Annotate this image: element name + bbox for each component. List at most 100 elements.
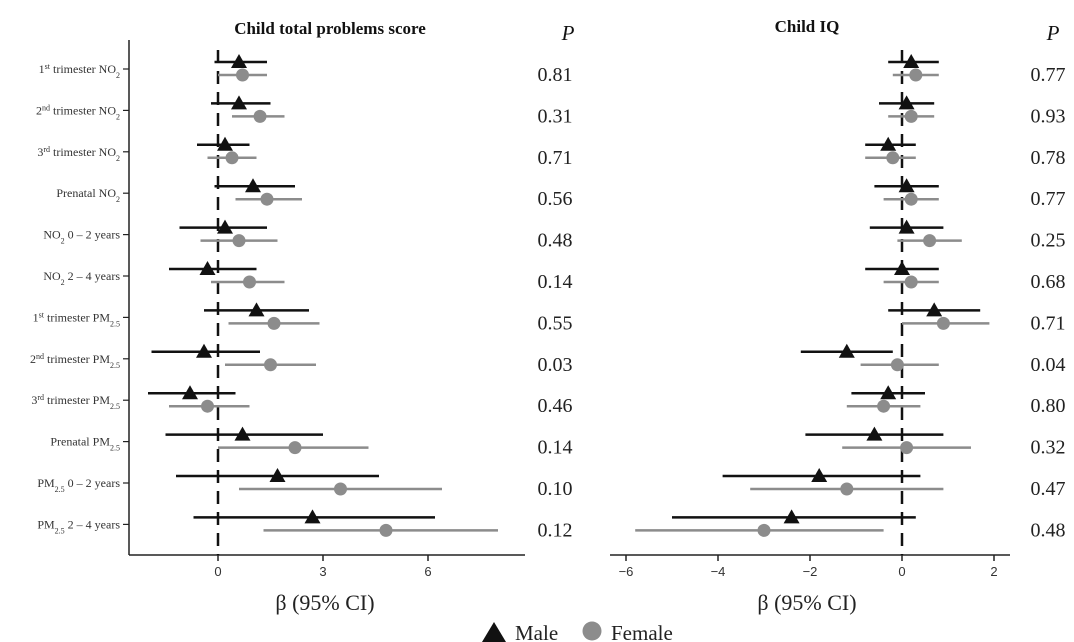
p-value: 0.12 [538,519,573,541]
p-value: 0.48 [1031,519,1066,541]
male-point [898,219,915,234]
p-value: 0.31 [538,105,573,127]
category-label: 3rd trimester PM2.5 [31,393,120,411]
p-value: 0.32 [1031,437,1066,459]
male-point [880,385,897,400]
p-value: 0.48 [538,230,573,252]
male-point [245,178,261,193]
female-point [877,399,891,413]
category-label: 3rd trimester NO2 [37,144,120,162]
female-point [840,482,854,496]
female-point [201,399,214,413]
male-point [269,468,286,482]
p-value: 0.47 [1031,478,1066,500]
p-value: 0.77 [1031,188,1066,210]
male-point [231,95,247,110]
male-point [898,178,915,193]
male-point [898,95,915,110]
x-tick-label: 0 [898,564,905,579]
female-point [890,358,904,372]
category-label: Prenatal NO2 [56,186,120,204]
p-value: 0.77 [1031,64,1066,86]
category-label: PM2.5 2 – 4 years [37,517,120,535]
male-point [199,261,216,275]
left-forest-panel: 0 3 6 1st trimester NO2 0.81 2nd trimester NO… [30,40,573,579]
female-point [923,234,937,248]
p-value: 0.81 [538,64,573,86]
right-forest-panel: −6 −4 −2 0 2 0.77 0.93 0.78 0.77 0.25 0.68 0.71 0.04… [610,50,1066,579]
female-point [225,151,239,165]
p-value: 0.78 [1031,147,1066,169]
male-point [182,385,198,400]
male-point [231,54,247,68]
female-point [936,316,950,330]
left-x-axis-label: β (95% CI) [275,590,374,615]
female-point [909,68,923,82]
p-value: 0.03 [538,354,573,376]
p-value: 0.14 [538,437,573,459]
male-point [866,426,883,441]
category-label: Prenatal PM2.5 [50,435,120,453]
p-value: 0.46 [538,395,573,417]
x-tick-label: −6 [619,564,634,579]
female-point [253,109,267,123]
male-point [248,302,265,317]
male-point [926,302,943,317]
female-point [232,234,246,248]
p-value: 0.55 [538,312,573,334]
x-tick-label: 2 [990,564,997,579]
male-point [903,54,920,68]
male-point [217,136,233,151]
legend-male-triangle-icon [482,622,506,642]
female-point [243,275,256,289]
x-tick-label: −2 [803,564,818,579]
legend: Male Female [482,621,673,642]
p-value: 0.71 [1031,312,1066,334]
p-value: 0.04 [1031,354,1066,376]
male-point [234,426,251,441]
p-value: 0.71 [538,147,573,169]
legend-male-label: Male [515,621,558,642]
p-value: 0.68 [1031,271,1066,293]
x-tick-label: 0 [214,564,221,579]
right-panel-title: Child IQ [775,17,840,36]
male-point [304,509,321,524]
p-value: 0.93 [1031,105,1066,127]
female-point [900,441,914,455]
category-label: 1st trimester NO2 [39,62,120,80]
category-label: 2nd trimester PM2.5 [30,351,120,369]
female-point [904,192,918,206]
x-tick-label: 3 [319,564,326,579]
male-point [880,136,897,151]
x-tick-label: 6 [424,564,431,579]
legend-female-label: Female [611,621,673,642]
female-point [757,523,771,537]
p-value: 0.14 [538,271,573,293]
p-value: 0.56 [538,188,573,210]
category-label: 2nd trimester NO2 [36,103,120,121]
left-p-header: P [561,21,575,45]
female-point [288,441,302,455]
female-point [264,358,277,372]
female-point [379,523,393,537]
left-panel-title: Child total problems score [234,19,426,38]
male-point [838,343,855,358]
female-point [267,316,281,330]
male-point [783,509,800,524]
male-point [217,219,233,234]
female-point [334,482,347,496]
male-point [894,261,910,275]
category-label: PM2.5 0 – 2 years [37,476,120,494]
right-p-header: P [1046,21,1060,45]
male-point [196,343,212,358]
female-point [236,68,249,82]
legend-female-circle-icon [582,621,602,641]
male-point [811,468,828,482]
female-point [886,151,900,165]
category-label: NO2 2 – 4 years [43,269,120,287]
category-label: NO2 0 – 2 years [43,228,120,246]
female-point [260,192,274,206]
female-point [904,109,918,123]
female-point [904,275,918,289]
